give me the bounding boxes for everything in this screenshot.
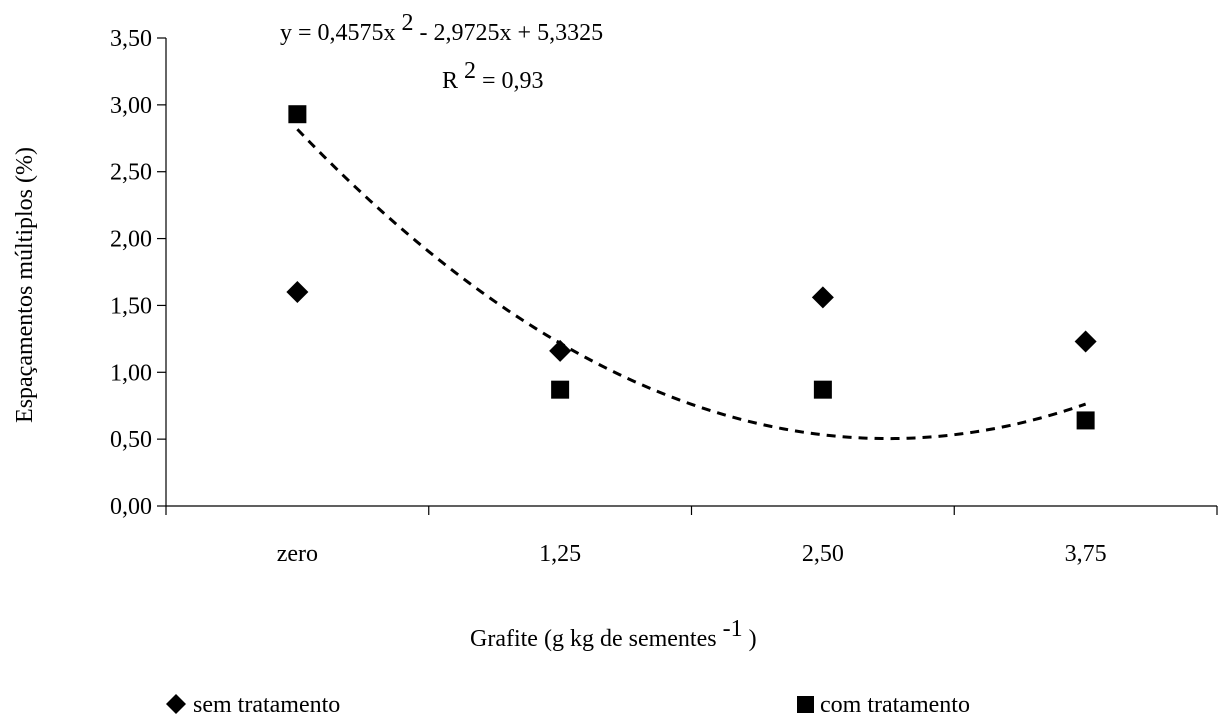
point-sem-tratamento xyxy=(286,281,309,304)
y-tick-label: 1,50 xyxy=(110,293,152,319)
legend-label-sem-tratamento: sem tratamento xyxy=(193,692,340,718)
points-layer xyxy=(286,105,1097,430)
y-tick-label: 2,00 xyxy=(110,227,152,253)
point-sem-tratamento xyxy=(811,286,834,309)
x-tick-label: 3,75 xyxy=(1065,541,1107,567)
x-tick-label: 2,50 xyxy=(802,541,844,567)
x-tick-label: 1,25 xyxy=(539,541,581,567)
legend: sem tratamento com tratamento xyxy=(166,692,970,718)
equation-label: y = 0,4575x 2 - 2,9725x + 5,3325 xyxy=(280,10,603,46)
x-tick-label: zero xyxy=(277,541,318,567)
point-com-tratamento xyxy=(1076,411,1095,430)
chart-axes: 0,00 0,50 1,00 1,50 2,00 2,50 3,00 3,50 zero 1,25… xyxy=(110,26,1218,567)
x-axis-label: Grafite (g kg de sementes -1 ) xyxy=(470,616,757,652)
point-sem-tratamento xyxy=(549,339,572,362)
polynomial-trendline xyxy=(296,128,1087,441)
point-com-tratamento xyxy=(288,105,307,124)
trendline-layer xyxy=(296,128,1087,441)
legend-item-com-tratamento: com tratamento xyxy=(797,692,970,718)
legend-diamond-marker xyxy=(166,694,186,714)
y-tick-label: 0,00 xyxy=(110,494,152,520)
y-tick-label: 1,00 xyxy=(110,360,152,386)
legend-label-com-tratamento: com tratamento xyxy=(820,692,970,718)
y-axis-label: Espaçamentos múltiplos (%) xyxy=(12,147,38,423)
point-com-tratamento xyxy=(813,380,832,399)
point-com-tratamento xyxy=(551,380,570,399)
y-tick-label: 2,50 xyxy=(110,160,152,186)
legend-item-sem-tratamento: sem tratamento xyxy=(166,692,340,718)
y-tick-label: 3,50 xyxy=(110,26,152,52)
legend-square-marker xyxy=(797,696,814,713)
y-tick-label: 3,00 xyxy=(110,93,152,119)
r-squared-label: R 2 = 0,93 xyxy=(442,58,544,94)
y-tick-label: 0,50 xyxy=(110,427,152,453)
point-sem-tratamento xyxy=(1074,330,1097,353)
